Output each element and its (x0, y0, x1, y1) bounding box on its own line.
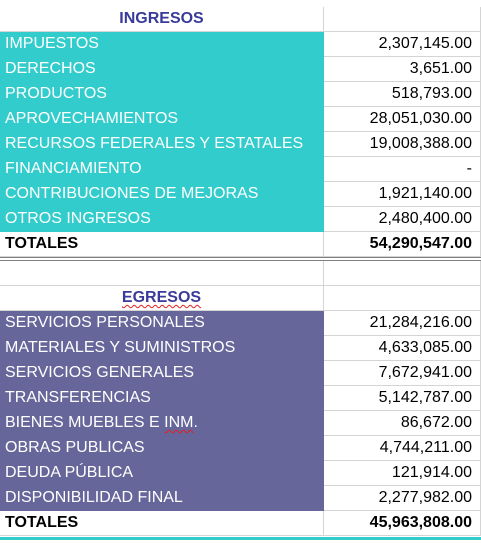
egresos-label-cell[interactable]: SERVICIOS GENERALES (0, 361, 324, 386)
egresos-value-cell[interactable]: 21,284,216.00 (324, 311, 481, 336)
egresos-total-label[interactable]: TOTALES (0, 511, 324, 536)
ingresos-value-cell[interactable]: 1,921,140.00 (324, 182, 481, 207)
ingresos-value-cell[interactable]: 19,008,388.00 (324, 132, 481, 157)
empty-cell[interactable] (324, 7, 481, 32)
egresos-header-text: EGRESOS (121, 289, 202, 306)
egresos-total-value[interactable]: 45,963,808.00 (324, 511, 481, 536)
ingresos-label-cell[interactable]: CONTRIBUCIONES DE MEJORAS (0, 182, 324, 207)
ingresos-label-cell[interactable]: FINANCIAMIENTO (0, 157, 324, 182)
egresos-value-cell[interactable]: 2,277,982.00 (324, 486, 481, 511)
ingresos-label-cell[interactable]: OTROS INGRESOS (0, 207, 324, 232)
egresos-label-cell[interactable]: DISPONIBILIDAD FINAL (0, 486, 324, 511)
ingresos-header[interactable]: INGRESOS (0, 7, 324, 32)
ingresos-total-label[interactable]: TOTALES (0, 232, 324, 257)
table-row: APROVECHAMIENTOS 28,051,030.00 (0, 107, 481, 132)
egresos-label-text: BIENES MUEBLES E INM. (5, 414, 198, 431)
table-row: PRODUCTOS 518,793.00 (0, 82, 481, 107)
egresos-header-row: EGRESOS (0, 286, 481, 311)
ingresos-value-cell[interactable]: 3,651.00 (324, 57, 481, 82)
egresos-label-cell[interactable]: OBRAS PUBLICAS (0, 436, 324, 461)
ingresos-value-cell[interactable]: 2,480,400.00 (324, 207, 481, 232)
table-row: IMPUESTOS 2,307,145.00 (0, 32, 481, 57)
egresos-header[interactable]: EGRESOS (0, 286, 324, 311)
double-border-divider (0, 257, 481, 261)
ingresos-label-cell[interactable]: PRODUCTOS (0, 82, 324, 107)
ingresos-value-cell[interactable]: 518,793.00 (324, 82, 481, 107)
table-row: RECURSOS FEDERALES Y ESTATALES 19,008,38… (0, 132, 481, 157)
ingresos-totals-row: TOTALES 54,290,547.00 (0, 232, 481, 257)
table-row: DEUDA PÚBLICA 121,914.00 (0, 461, 481, 486)
table-row: DISPONIBILIDAD FINAL 2,277,982.00 (0, 486, 481, 511)
egresos-label-cell[interactable]: DEUDA PÚBLICA (0, 461, 324, 486)
table-row: TRANSFERENCIAS 5,142,787.00 (0, 386, 481, 411)
egresos-value-cell[interactable]: 86,672.00 (324, 411, 481, 436)
egresos-label-cell[interactable]: TRANSFERENCIAS (0, 386, 324, 411)
ingresos-header-row: INGRESOS (0, 7, 481, 32)
ingresos-label-cell[interactable]: DERECHOS (0, 57, 324, 82)
ingresos-label-cell[interactable]: RECURSOS FEDERALES Y ESTATALES (0, 132, 324, 157)
egresos-value-cell[interactable]: 7,672,941.00 (324, 361, 481, 386)
egresos-label-cell[interactable]: SERVICIOS PERSONALES (0, 311, 324, 336)
empty-cell[interactable] (324, 261, 481, 286)
egresos-value-cell[interactable]: 4,744,211.00 (324, 436, 481, 461)
egresos-label-cell[interactable]: BIENES MUEBLES E INM. (0, 411, 324, 436)
ingresos-value-cell[interactable]: 28,051,030.00 (324, 107, 481, 132)
table-row: MATERIALES Y SUMINISTROS 4,633,085.00 (0, 336, 481, 361)
table-row: CONTRIBUCIONES DE MEJORAS 1,921,140.00 (0, 182, 481, 207)
table-row: SERVICIOS GENERALES 7,672,941.00 (0, 361, 481, 386)
egresos-value-cell[interactable]: 4,633,085.00 (324, 336, 481, 361)
bottom-accent-border (0, 537, 481, 540)
egresos-value-cell[interactable]: 121,914.00 (324, 461, 481, 486)
blank-row (0, 261, 481, 286)
table-row: DERECHOS 3,651.00 (0, 57, 481, 82)
table-row: SERVICIOS PERSONALES 21,284,216.00 (0, 311, 481, 336)
egresos-label-cell[interactable]: MATERIALES Y SUMINISTROS (0, 336, 324, 361)
table-row: OTROS INGRESOS 2,480,400.00 (0, 207, 481, 232)
ingresos-label-cell[interactable]: APROVECHAMIENTOS (0, 107, 324, 132)
table-row: FINANCIAMIENTO - (0, 157, 481, 182)
ingresos-value-cell[interactable]: 2,307,145.00 (324, 32, 481, 57)
table-row: OBRAS PUBLICAS 4,744,211.00 (0, 436, 481, 461)
table-row: BIENES MUEBLES E INM. 86,672.00 (0, 411, 481, 436)
ingresos-total-value[interactable]: 54,290,547.00 (324, 232, 481, 257)
empty-cell[interactable] (324, 286, 481, 311)
ingresos-value-cell[interactable]: - (324, 157, 481, 182)
egresos-value-cell[interactable]: 5,142,787.00 (324, 386, 481, 411)
ingresos-label-cell[interactable]: IMPUESTOS (0, 32, 324, 57)
empty-cell[interactable] (0, 261, 324, 286)
egresos-totals-row: TOTALES 45,963,808.00 (0, 511, 481, 536)
spellcheck-word: INM (164, 414, 194, 431)
